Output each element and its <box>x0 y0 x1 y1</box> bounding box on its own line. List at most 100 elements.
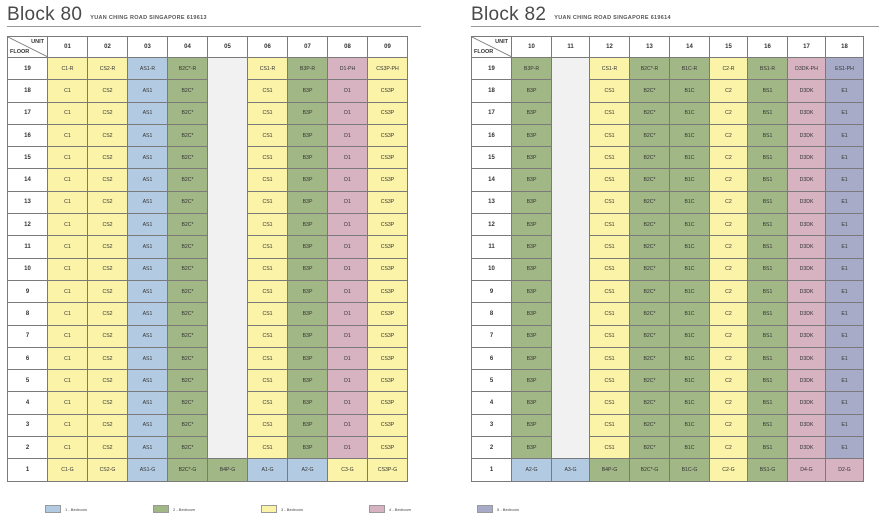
unit-cell[interactable]: AS1 <box>127 213 168 237</box>
unit-cell[interactable]: CS2 <box>87 346 128 371</box>
unit-cell[interactable]: CS2 <box>87 101 128 125</box>
unit-cell[interactable]: B2C* <box>629 413 670 438</box>
unit-cell[interactable]: C2 <box>709 346 748 371</box>
unit-cell[interactable]: CS2 <box>87 257 128 281</box>
unit-cell[interactable]: B2C* <box>629 235 670 259</box>
unit-cell[interactable]: B3P <box>511 369 552 393</box>
unit-cell[interactable]: C1 <box>47 413 88 438</box>
unit-cell[interactable]: CS1 <box>589 146 630 170</box>
unit-cell[interactable]: CS1 <box>247 213 288 237</box>
unit-cell[interactable]: B2C* <box>629 79 670 103</box>
unit-cell[interactable]: B2C* <box>167 101 208 125</box>
unit-cell[interactable]: CS2 <box>87 79 128 103</box>
unit-cell[interactable]: C2 <box>709 279 748 304</box>
unit-cell[interactable]: D1 <box>327 369 368 393</box>
unit-cell[interactable]: C1 <box>47 79 88 103</box>
unit-cell[interactable]: B2C* <box>629 346 670 371</box>
unit-cell[interactable]: B2C* <box>167 146 208 170</box>
unit-cell[interactable]: B3P <box>287 79 328 103</box>
unit-cell[interactable]: CS2 <box>87 190 128 215</box>
unit-cell[interactable]: CS1 <box>589 391 630 415</box>
unit-cell[interactable]: CS1 <box>247 391 288 415</box>
unit-cell[interactable]: B2C* <box>167 79 208 103</box>
unit-cell[interactable]: CS3P <box>367 279 408 304</box>
unit-cell[interactable]: B2C* <box>167 324 208 348</box>
unit-cell[interactable]: B3P <box>287 346 328 371</box>
unit-cell[interactable]: CS1 <box>589 436 630 460</box>
unit-cell[interactable]: C2 <box>709 101 748 125</box>
unit-cell[interactable]: B4P-G <box>207 458 248 482</box>
unit-cell[interactable]: C1-G <box>47 458 88 482</box>
unit-cell[interactable]: CS2-R <box>87 56 128 81</box>
unit-cell[interactable]: CS3P <box>367 79 408 103</box>
unit-cell[interactable]: CS1 <box>247 369 288 393</box>
unit-cell[interactable]: CS2 <box>87 391 128 415</box>
unit-cell[interactable]: CS1 <box>247 257 288 281</box>
unit-cell[interactable]: E1 <box>825 146 864 170</box>
unit-cell[interactable]: E1 <box>825 257 864 281</box>
unit-cell[interactable]: CS1 <box>589 123 630 148</box>
unit-cell[interactable]: E1 <box>825 123 864 148</box>
unit-cell[interactable]: B2C*-R <box>629 56 670 81</box>
unit-cell[interactable]: CS1 <box>247 436 288 460</box>
unit-cell[interactable]: C2 <box>709 79 748 103</box>
unit-cell[interactable]: E1 <box>825 168 864 192</box>
unit-cell[interactable]: D1 <box>327 257 368 281</box>
unit-cell[interactable]: B3P-R <box>511 56 552 81</box>
unit-cell[interactable]: CS3P <box>367 146 408 170</box>
unit-cell[interactable]: D1 <box>327 146 368 170</box>
unit-cell[interactable]: D2-G <box>825 458 864 482</box>
unit-cell[interactable]: C2 <box>709 302 748 326</box>
unit-cell[interactable]: A3-G <box>551 458 590 482</box>
unit-cell[interactable]: D3DK <box>787 346 826 371</box>
unit-cell[interactable]: B1C <box>669 436 710 460</box>
unit-cell[interactable]: B2C* <box>167 279 208 304</box>
unit-cell[interactable]: E1 <box>825 190 864 215</box>
unit-cell[interactable]: BS1-R <box>747 56 788 81</box>
unit-cell[interactable]: D1 <box>327 413 368 438</box>
unit-cell[interactable]: AS1-R <box>127 56 168 81</box>
unit-cell[interactable]: AS1 <box>127 279 168 304</box>
unit-cell[interactable]: B1C <box>669 257 710 281</box>
unit-cell[interactable]: CS2 <box>87 369 128 393</box>
unit-cell[interactable]: CS3P <box>367 324 408 348</box>
unit-cell[interactable]: B2C* <box>629 391 670 415</box>
unit-cell[interactable]: D1-PH <box>327 56 368 81</box>
unit-cell[interactable]: D3DK <box>787 235 826 259</box>
unit-cell[interactable]: D3DK <box>787 369 826 393</box>
unit-cell[interactable]: C1 <box>47 324 88 348</box>
unit-cell[interactable]: AS1 <box>127 302 168 326</box>
unit-cell[interactable]: CS3P <box>367 369 408 393</box>
unit-cell[interactable]: B2C* <box>629 213 670 237</box>
unit-cell[interactable]: CS3P <box>367 391 408 415</box>
unit-cell[interactable]: D3DK <box>787 190 826 215</box>
unit-cell[interactable]: B3P <box>511 302 552 326</box>
unit-cell[interactable]: CS2-G <box>87 458 128 482</box>
unit-cell[interactable]: CS1 <box>589 279 630 304</box>
unit-cell[interactable]: B3P <box>287 213 328 237</box>
unit-cell[interactable]: D3DK <box>787 168 826 192</box>
unit-cell[interactable]: CS2 <box>87 324 128 348</box>
unit-cell[interactable]: B1C <box>669 190 710 215</box>
unit-cell[interactable]: B2C* <box>629 101 670 125</box>
unit-cell[interactable]: D1 <box>327 324 368 348</box>
unit-cell[interactable]: BS1 <box>747 413 788 438</box>
unit-cell[interactable]: CS1 <box>589 257 630 281</box>
unit-cell[interactable]: D3DK <box>787 123 826 148</box>
unit-cell[interactable]: B3P <box>287 190 328 215</box>
unit-cell[interactable]: B2C* <box>167 190 208 215</box>
unit-cell[interactable]: B2C* <box>629 257 670 281</box>
unit-cell[interactable]: B3P <box>511 190 552 215</box>
unit-cell[interactable]: CS3P <box>367 302 408 326</box>
unit-cell[interactable]: D3DK <box>787 413 826 438</box>
unit-cell[interactable]: CS1 <box>589 346 630 371</box>
unit-cell[interactable]: D1 <box>327 123 368 148</box>
unit-cell[interactable]: B4P-G <box>589 458 630 482</box>
unit-cell[interactable]: CS3P-PH <box>367 56 408 81</box>
unit-cell[interactable]: C1 <box>47 168 88 192</box>
unit-cell[interactable]: B2C* <box>167 168 208 192</box>
unit-cell[interactable]: B2C* <box>167 413 208 438</box>
unit-cell[interactable]: B1C <box>669 146 710 170</box>
unit-cell[interactable]: D3DK <box>787 324 826 348</box>
unit-cell[interactable]: CS1 <box>247 413 288 438</box>
